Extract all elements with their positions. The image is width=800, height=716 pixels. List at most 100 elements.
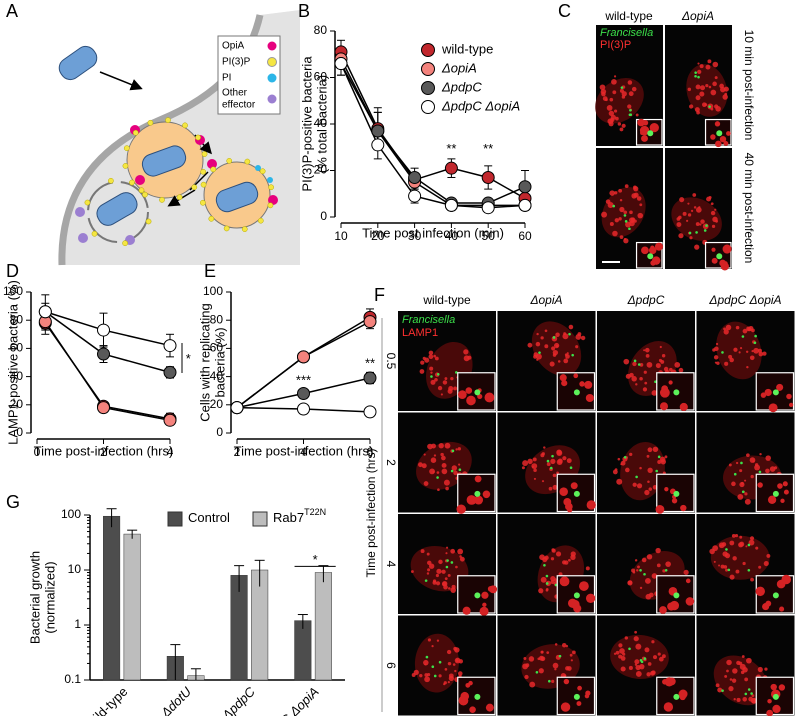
red-puncta	[699, 223, 702, 226]
red-puncta	[550, 557, 555, 561]
red-puncta	[682, 211, 687, 216]
red-puncta	[627, 80, 633, 85]
red-puncta	[522, 460, 529, 467]
red-puncta	[644, 489, 650, 496]
green-puncta	[753, 341, 757, 345]
red-puncta	[725, 324, 732, 331]
red-puncta	[665, 561, 671, 567]
green-puncta	[545, 582, 549, 585]
annotation: ***	[296, 372, 311, 387]
red-puncta	[736, 697, 741, 703]
row-label: 2	[384, 459, 398, 466]
red-puncta	[443, 681, 447, 685]
red-puncta	[521, 466, 525, 470]
red-puncta	[609, 97, 614, 102]
inset-bacterium	[772, 592, 779, 599]
pi3p	[122, 240, 128, 247]
green-puncta	[695, 231, 698, 234]
red-puncta	[720, 86, 726, 93]
green-puncta	[688, 231, 692, 235]
red-puncta	[551, 548, 556, 553]
red-puncta	[725, 568, 729, 572]
pi3p	[244, 158, 251, 165]
inset-puncta	[579, 381, 585, 387]
red-puncta	[697, 62, 700, 65]
x-tick-label: 10	[334, 229, 348, 243]
red-puncta	[718, 564, 721, 567]
red-puncta	[728, 463, 732, 467]
green-puncta	[747, 688, 751, 691]
green-puncta	[571, 353, 574, 357]
inset-puncta	[723, 261, 728, 266]
inset-puncta	[585, 690, 591, 696]
red-puncta	[726, 659, 732, 666]
red-puncta	[731, 481, 736, 487]
chart: 0 20 40 60 80 10 20 30 40 50 60 Time post infection…	[299, 23, 532, 243]
red-puncta	[739, 541, 745, 547]
red-puncta	[646, 554, 653, 560]
red-puncta	[635, 113, 639, 117]
red-puncta	[419, 369, 425, 374]
red-puncta	[550, 458, 556, 465]
red-puncta	[613, 652, 617, 655]
inset-puncta	[685, 597, 695, 606]
inset-puncta	[563, 498, 572, 506]
green-puncta	[543, 563, 546, 567]
panel-letter: D	[6, 261, 19, 281]
legend-swatch	[267, 94, 277, 104]
legend-marker	[421, 62, 435, 76]
inset-puncta	[723, 140, 729, 146]
pi3p	[226, 158, 233, 164]
y-tick-label: 60	[314, 70, 328, 84]
red-puncta	[575, 345, 579, 349]
red-puncta	[749, 457, 756, 463]
red-puncta	[693, 206, 697, 209]
red-puncta	[621, 91, 627, 97]
y-tick-label: 40	[314, 116, 328, 130]
panel-letter: F	[374, 285, 385, 305]
red-puncta	[443, 584, 448, 590]
pi3p	[122, 163, 129, 169]
inset-puncta	[671, 498, 678, 504]
inset-bacterium	[772, 389, 779, 396]
red-puncta	[625, 467, 630, 473]
marker	[97, 347, 110, 361]
inset-puncta	[570, 482, 578, 490]
red-puncta	[540, 336, 544, 340]
inset-bacterium	[573, 693, 580, 700]
green-puncta	[624, 220, 628, 223]
chart: 0.1 1 10 100 Bacterial growth (normalized) wil…	[27, 507, 345, 716]
inset-puncta	[469, 706, 476, 713]
inset-bacterium	[716, 130, 723, 137]
inset-puncta	[489, 585, 498, 594]
y-axis-label: LAMP1-positive bacteria (%)	[5, 280, 20, 445]
inset-puncta	[783, 489, 789, 495]
marker	[297, 402, 310, 416]
red-puncta	[540, 656, 546, 662]
red-puncta	[746, 365, 749, 369]
red-puncta	[739, 535, 743, 539]
green-puncta	[635, 475, 638, 479]
red-puncta	[637, 212, 644, 219]
row-label: 0.5	[384, 353, 398, 370]
row-label: 40 min post-infection	[742, 153, 756, 264]
pi3p-dots	[84, 117, 274, 247]
legend-label: ΔopiA	[441, 60, 477, 75]
red-puncta	[668, 367, 673, 372]
pi3p	[129, 179, 135, 186]
red-puncta	[430, 371, 433, 374]
red-puncta	[441, 468, 448, 475]
inset-puncta	[667, 602, 676, 611]
column-header: wild-type	[422, 293, 471, 307]
red-puncta	[729, 574, 735, 580]
red-puncta	[695, 207, 702, 213]
red-puncta	[613, 75, 617, 78]
red-puncta	[714, 208, 717, 211]
green-puncta	[664, 569, 668, 572]
red-puncta	[564, 353, 568, 357]
column-header: ΔpdpC ΔopiA	[708, 293, 781, 307]
red-puncta	[541, 480, 545, 483]
red-puncta	[709, 548, 715, 555]
green-puncta	[612, 204, 616, 208]
